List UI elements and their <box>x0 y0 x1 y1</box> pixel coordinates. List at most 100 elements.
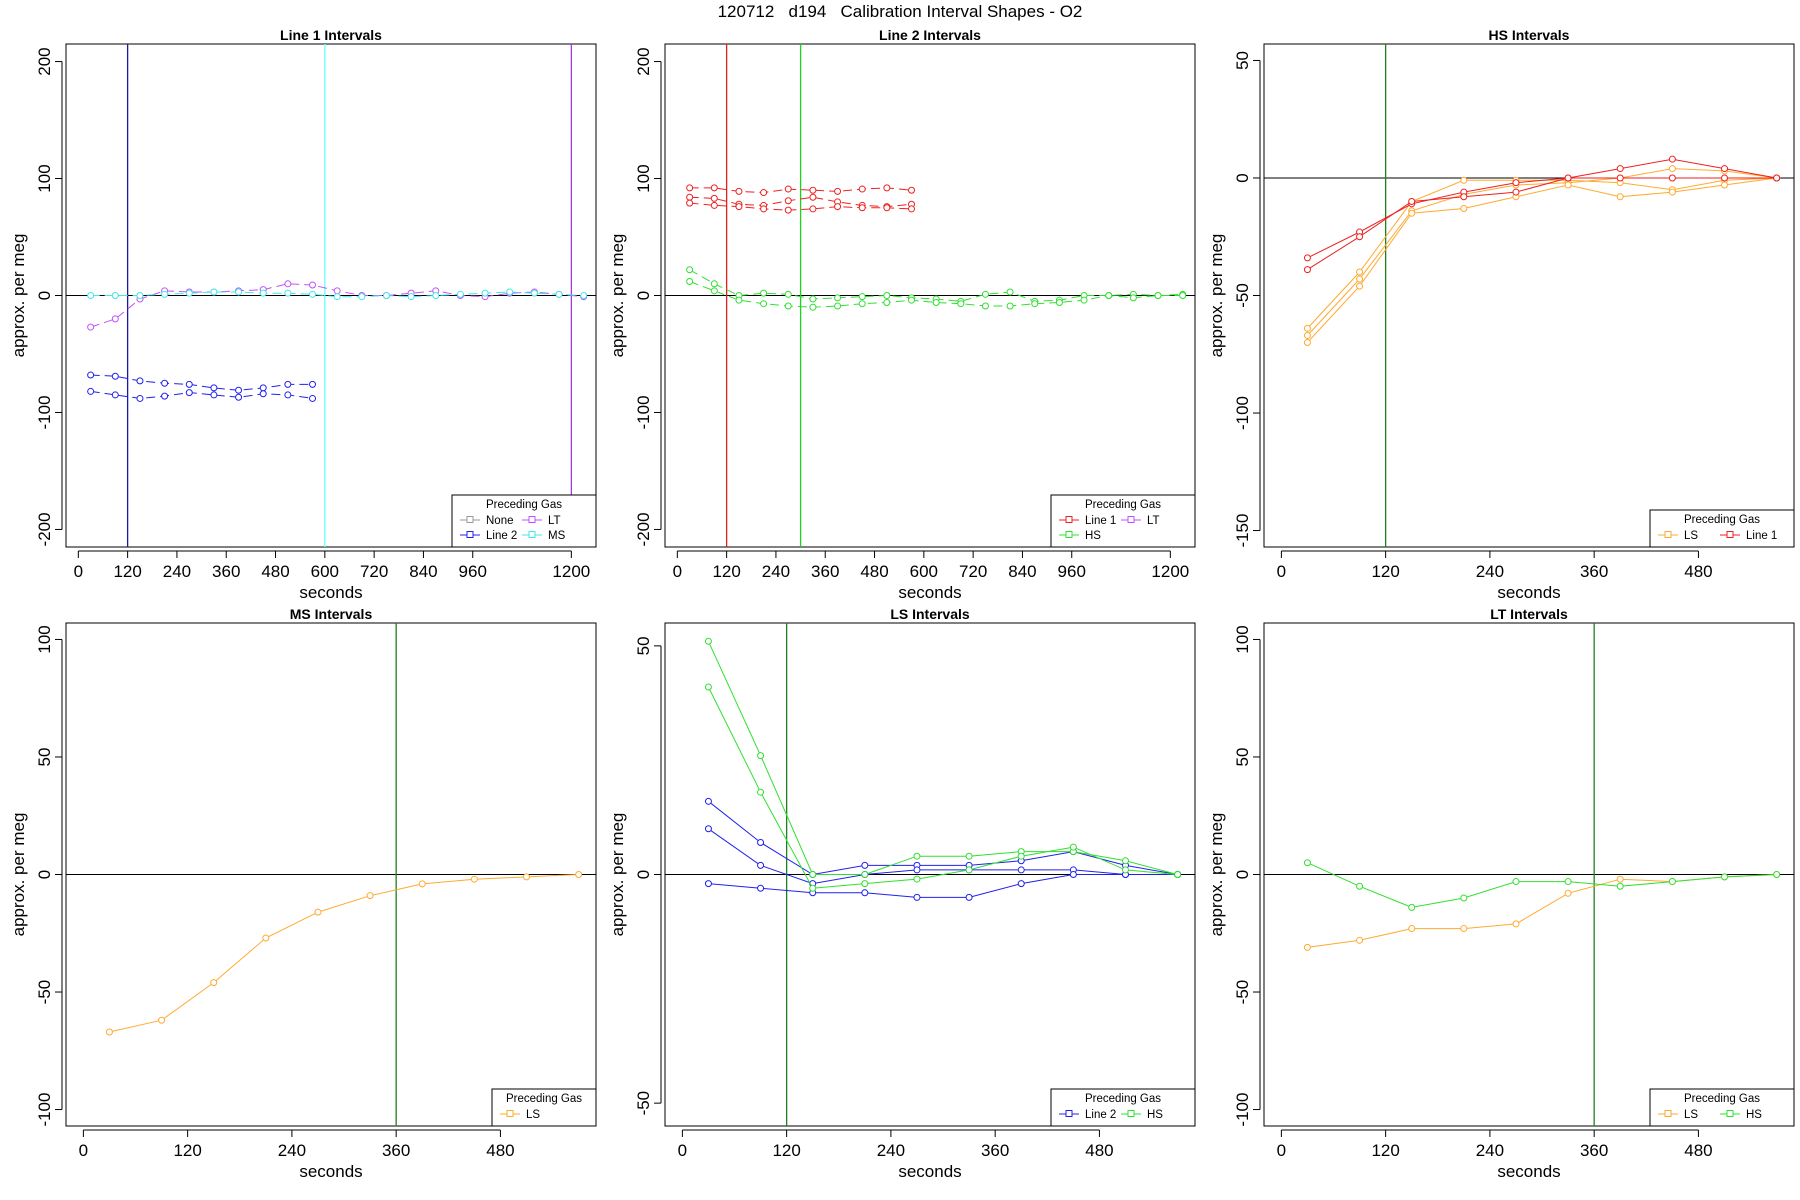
x-tick-label: 360 <box>212 562 240 581</box>
x-tick-label: 360 <box>1580 562 1608 581</box>
x-axis-label: seconds <box>898 583 961 602</box>
series-line <box>689 202 912 211</box>
data-point <box>111 292 119 299</box>
data-point <box>87 371 95 379</box>
data-point <box>1080 296 1088 304</box>
series-line <box>689 281 1183 308</box>
x-tick-label: 360 <box>382 1141 410 1160</box>
legend-swatch-marker <box>1664 531 1672 538</box>
data-point <box>1460 925 1468 933</box>
data-point <box>757 884 765 892</box>
chart-panel: Line 2 Intervals 0 120 240 360 480 600 720 840 96… <box>608 27 1196 602</box>
legend-title: Preceding Gas <box>486 499 562 511</box>
figure-title: 120712 d194 Calibration Interval Shapes … <box>718 2 1083 21</box>
legend-swatch-marker <box>1726 531 1734 538</box>
data-point <box>185 380 193 388</box>
data-point <box>1303 266 1311 274</box>
legend: Preceding Gas Line 2 HS <box>1050 1088 1196 1127</box>
data-point <box>1031 300 1039 308</box>
legend-entry-label: None <box>486 515 514 527</box>
data-point <box>1460 894 1468 902</box>
series-line <box>1307 874 1777 948</box>
data-point <box>1616 174 1624 182</box>
series-line <box>1307 158 1777 271</box>
data-point <box>366 892 374 900</box>
series-line <box>708 800 1178 876</box>
data-point <box>1720 165 1728 173</box>
data-point <box>284 280 292 288</box>
data-point <box>1105 292 1113 299</box>
legend-title: Preceding Gas <box>1684 1093 1760 1105</box>
x-tick-label: 600 <box>311 562 339 581</box>
data-point <box>858 185 866 193</box>
y-tick-label: 50 <box>35 748 54 767</box>
data-point <box>136 292 144 299</box>
x-tick-label: 960 <box>459 562 487 581</box>
data-point <box>1174 871 1182 878</box>
legend-entry-label: Line 1 <box>1746 530 1777 542</box>
data-point <box>1303 339 1311 347</box>
data-point <box>1616 882 1624 890</box>
data-point <box>1006 302 1014 310</box>
data-point <box>913 875 921 883</box>
data-point <box>210 979 218 987</box>
data-point <box>1356 936 1364 944</box>
data-point <box>784 302 792 310</box>
x-tick-label: 0 <box>1277 562 1286 581</box>
data-point <box>185 389 193 397</box>
x-tick-label: 720 <box>959 562 987 581</box>
data-point <box>834 294 842 302</box>
series-line <box>689 196 912 208</box>
data-point <box>1512 188 1520 196</box>
data-point <box>1512 179 1520 187</box>
legend-entry-label: HS <box>1746 1109 1762 1121</box>
legend-title: Preceding Gas <box>506 1093 582 1105</box>
y-axis-label: approx. per meg <box>9 813 28 937</box>
x-tick-label: 120 <box>113 562 141 581</box>
data-point <box>1006 288 1014 296</box>
y-axis-label: approx. per meg <box>1207 813 1226 937</box>
data-point <box>858 204 866 212</box>
data-point <box>809 193 817 201</box>
data-point <box>710 201 718 209</box>
y-tick-label: 200 <box>35 47 54 75</box>
data-point <box>1720 174 1728 182</box>
legend-swatch-marker <box>466 516 474 523</box>
data-point <box>1668 878 1676 886</box>
data-point <box>913 866 921 874</box>
legend-swatch-marker <box>1127 516 1135 523</box>
legend-box <box>451 494 597 548</box>
data-point <box>965 866 973 874</box>
data-point <box>834 187 842 195</box>
data-point <box>1408 925 1416 933</box>
data-point <box>161 379 169 387</box>
data-point <box>235 393 243 401</box>
data-point <box>1616 193 1624 201</box>
data-point <box>784 206 792 214</box>
data-point <box>522 873 530 881</box>
x-tick-label: 1200 <box>1151 562 1189 581</box>
y-tick-label: -50 <box>35 980 54 1005</box>
data-point <box>686 184 694 192</box>
data-point <box>981 302 989 310</box>
data-point <box>1055 299 1063 307</box>
data-point <box>1303 324 1311 332</box>
legend: Preceding Gas Line 1 LT HS <box>1050 494 1196 548</box>
data-point <box>784 290 792 298</box>
data-point <box>470 875 478 883</box>
legend-swatch-marker <box>1065 531 1073 538</box>
chart-panel: LS Intervals 0 120 240 360 480 -50 0 50 seconds ap… <box>608 606 1196 1181</box>
x-tick-label: 720 <box>360 562 388 581</box>
x-tick-label: 600 <box>910 562 938 581</box>
legend-swatch-marker <box>528 516 536 523</box>
data-point <box>883 299 891 307</box>
legend-title: Preceding Gas <box>1085 499 1161 511</box>
data-point <box>210 384 218 392</box>
legend-entry-label: HS <box>1085 530 1101 542</box>
data-point <box>309 290 317 298</box>
data-point <box>757 752 765 760</box>
data-point <box>760 289 768 297</box>
legend: Preceding Gas LS <box>491 1088 597 1127</box>
data-point <box>87 292 95 299</box>
